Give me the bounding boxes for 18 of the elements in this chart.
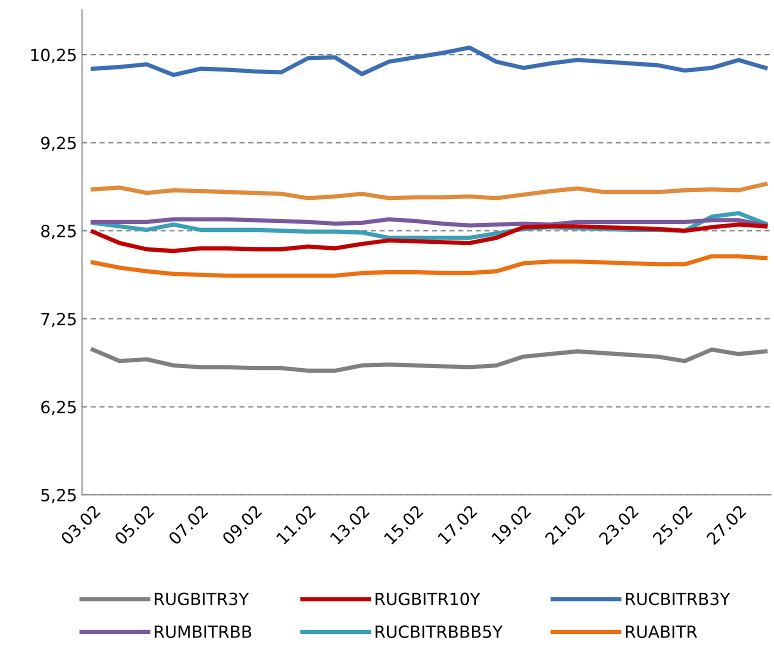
line-series (90, 217, 768, 228)
legend-label: RUMBITRBB (154, 626, 252, 638)
y-tick-label: 5,25 (41, 488, 76, 504)
legend-label: RUCBITRBBB5Y (376, 625, 503, 638)
legend-label: RUGBITR3Y (154, 592, 249, 606)
y-tick-label: 6,25 (41, 400, 76, 416)
y-tick-label: 7,25 (41, 312, 76, 328)
legend-label: RUCBITRB3Y (626, 592, 730, 606)
line-series (90, 182, 768, 200)
legend-label: RUABITR (626, 626, 698, 638)
legend-label: RUGBITR10Y (376, 592, 480, 606)
line-series (90, 348, 768, 373)
y-tick-label: 8,25 (41, 224, 76, 240)
y-tick-label: 9,25 (41, 136, 76, 151)
line-series (90, 254, 768, 278)
y-tick-label: 10,25 (31, 48, 76, 63)
line-series (90, 46, 768, 78)
line-series (90, 222, 768, 254)
